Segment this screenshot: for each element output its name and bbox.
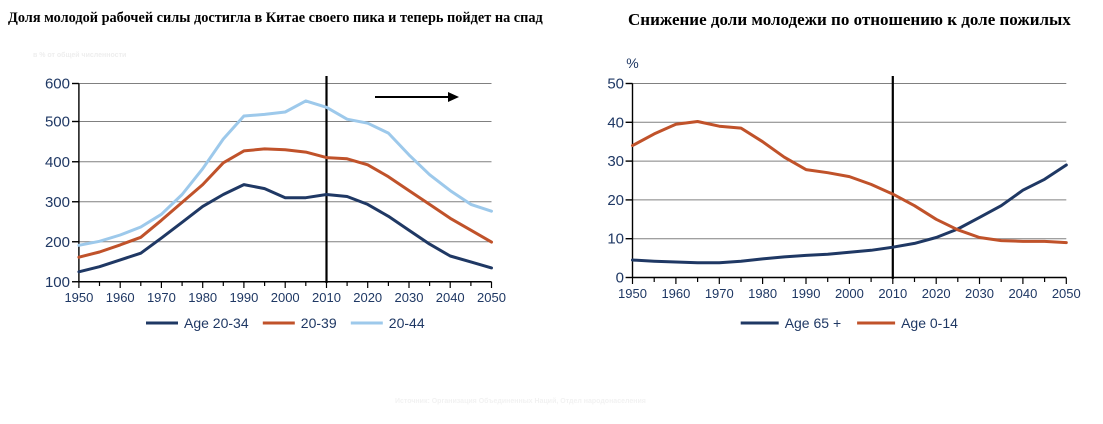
svg-text:10: 10 <box>607 231 624 248</box>
svg-text:2050: 2050 <box>1052 286 1081 301</box>
svg-text:1970: 1970 <box>705 286 734 301</box>
svg-text:20-44: 20-44 <box>389 315 425 331</box>
svg-text:1990: 1990 <box>792 286 821 301</box>
svg-text:200: 200 <box>45 234 70 251</box>
svg-text:1960: 1960 <box>106 290 135 305</box>
svg-text:30: 30 <box>607 153 624 170</box>
svg-text:1980: 1980 <box>188 290 217 305</box>
svg-text:600: 600 <box>45 76 70 93</box>
svg-text:40: 40 <box>607 114 624 131</box>
svg-text:Age 20-34: Age 20-34 <box>184 315 249 331</box>
svg-text:1960: 1960 <box>661 286 690 301</box>
svg-text:2050: 2050 <box>477 290 506 305</box>
svg-text:1950: 1950 <box>64 290 93 305</box>
svg-text:0: 0 <box>616 270 624 287</box>
svg-text:20-39: 20-39 <box>301 315 337 331</box>
svg-text:2040: 2040 <box>436 290 465 305</box>
svg-text:2030: 2030 <box>965 286 994 301</box>
svg-text:2010: 2010 <box>878 286 907 301</box>
svg-text:2020: 2020 <box>922 286 951 301</box>
svg-text:50: 50 <box>607 76 624 93</box>
svg-text:1970: 1970 <box>147 290 176 305</box>
svg-text:2000: 2000 <box>835 286 864 301</box>
svg-text:Age 0-14: Age 0-14 <box>901 315 958 331</box>
svg-text:500: 500 <box>45 114 70 131</box>
svg-text:2000: 2000 <box>271 290 300 305</box>
svg-text:1950: 1950 <box>618 286 647 301</box>
svg-text:100: 100 <box>45 274 70 291</box>
svg-text:300: 300 <box>45 194 70 211</box>
svg-text:2010: 2010 <box>312 290 341 305</box>
svg-text:1980: 1980 <box>748 286 777 301</box>
svg-text:400: 400 <box>45 154 70 171</box>
svg-text:20: 20 <box>607 192 624 209</box>
svg-text:Age 65 +: Age 65 + <box>785 315 841 331</box>
svg-text:2020: 2020 <box>353 290 382 305</box>
svg-text:1990: 1990 <box>229 290 258 305</box>
svg-text:2040: 2040 <box>1008 286 1037 301</box>
svg-text:%: % <box>626 55 638 71</box>
svg-text:2030: 2030 <box>395 290 424 305</box>
